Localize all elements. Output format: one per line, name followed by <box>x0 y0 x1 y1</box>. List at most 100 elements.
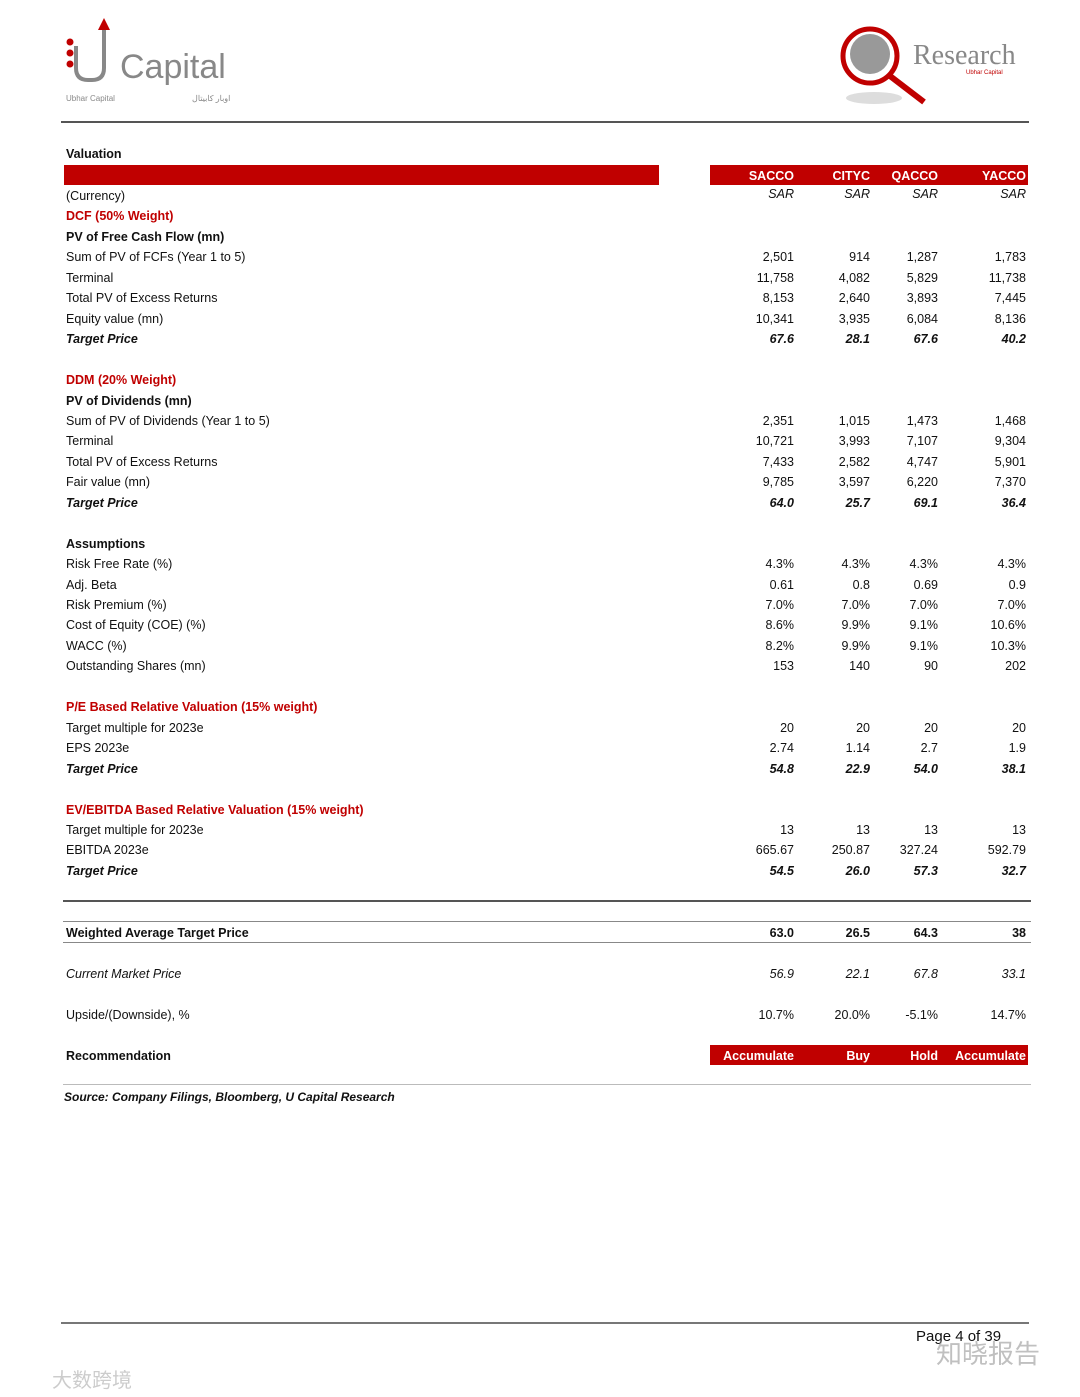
row-label: Recommendation <box>66 1049 171 1063</box>
cell-cityc: 1,015 <box>838 413 870 428</box>
cell: 10.7% <box>758 1008 794 1022</box>
cell: 63.0 <box>769 926 794 940</box>
table-row: Equity value (mn) 10,341 3,935 6,084 8,136 <box>0 309 1080 329</box>
cell-sacco: 8,153 <box>762 291 794 306</box>
cell-qacco: 3,893 <box>906 291 938 306</box>
cell-yacco: 20 <box>1012 720 1026 735</box>
table-row: EV/EBITDA Based Relative Valuation (15% … <box>0 800 1080 820</box>
row-label: Total PV of Excess Returns <box>66 454 218 469</box>
row-label: Total PV of Excess Returns <box>66 291 218 306</box>
cell-qacco: 6,084 <box>906 311 938 326</box>
cell-qacco: 9.1% <box>909 638 939 653</box>
recommendation-badge: Hold <box>910 1049 938 1063</box>
row-label: Assumptions <box>66 536 146 551</box>
table-row: PV of Free Cash Flow (mn) <box>0 227 1080 247</box>
cell-qacco: 0.69 <box>913 577 938 592</box>
cell-cityc: 4.3% <box>841 557 871 572</box>
row-label: P/E Based Relative Valuation (15% weight… <box>66 700 318 715</box>
col-header-cityc: CITYC <box>832 169 871 183</box>
cell-yacco: 1,468 <box>994 413 1026 428</box>
cell-cityc: 2,640 <box>838 291 870 306</box>
cell: 38 <box>1012 926 1026 940</box>
cell-sacco: 665.67 <box>755 843 794 858</box>
row-label: Fair value (mn) <box>66 475 151 490</box>
cell-cityc: 26.0 <box>845 863 870 878</box>
cell: 20.0% <box>834 1008 870 1022</box>
header-bar-right <box>710 165 1028 185</box>
table-row: Terminal 11,758 4,082 5,829 11,738 <box>0 268 1080 288</box>
cell-yacco: 10.6% <box>990 618 1026 633</box>
cell-qacco: 1,473 <box>906 413 938 428</box>
table-row: Assumptions <box>0 534 1080 554</box>
cell-cityc: 2,582 <box>838 454 870 469</box>
cell-yacco: 11,738 <box>988 270 1026 285</box>
table-row: WACC (%) 8.2% 9.9% 9.1% 10.3% <box>0 636 1080 656</box>
cell-cityc: 914 <box>849 250 870 265</box>
cell-cityc: 140 <box>849 659 870 674</box>
cell-cityc: 4,082 <box>838 270 870 285</box>
table-row: Target Price 54.8 22.9 54.0 38.1 <box>0 759 1080 779</box>
cell-sacco: 64.0 <box>769 495 794 510</box>
row-label: (Currency) <box>66 189 126 203</box>
spacer-row <box>0 350 1080 370</box>
cell-cityc: 22.9 <box>845 761 870 776</box>
cell-yacco: 1.9 <box>1008 741 1026 756</box>
recommendation-badge: Accumulate <box>723 1049 794 1063</box>
research-logo: Research Ubhar Capital <box>836 24 1016 108</box>
table-row: DDM (20% Weight) <box>0 370 1080 390</box>
cell-qacco: 13 <box>924 822 938 837</box>
row-label: DDM (20% Weight) <box>66 373 177 388</box>
table-row: Total PV of Excess Returns 7,433 2,582 4,74… <box>0 452 1080 472</box>
table-row: Risk Premium (%) 7.0% 7.0% 7.0% 7.0% <box>0 595 1080 615</box>
cell-yacco: 8,136 <box>994 311 1026 326</box>
cell-cityc: 1.14 <box>845 741 870 756</box>
cell: 64.3 <box>913 926 938 940</box>
cell-yacco: 32.7 <box>1001 863 1026 878</box>
summary-rule-2 <box>63 942 1031 943</box>
cell-yacco: 9,304 <box>994 434 1026 449</box>
cell-sacco: 8.2% <box>765 638 795 653</box>
cell-cityc: 7.0% <box>841 598 871 612</box>
cell: 56.9 <box>769 967 794 981</box>
col-header-qacco: QACCO <box>891 169 938 183</box>
cell-sacco: 7,433 <box>762 454 794 469</box>
footer-rule <box>61 1322 1029 1324</box>
cell-yacco: 10.3% <box>990 638 1026 653</box>
cell-yacco: 1,783 <box>994 250 1026 265</box>
row-label: EPS 2023e <box>66 741 130 756</box>
table-row: Target Price 67.6 28.1 67.6 40.2 <box>0 329 1080 349</box>
cell-cityc: 3,935 <box>838 311 870 326</box>
upside-row: Upside/(Downside), % 10.7% 20.0% -5.1% 1… <box>0 1005 1080 1025</box>
cell-yacco: 40.2 <box>1001 332 1026 347</box>
table-row: Adj. Beta 0.61 0.8 0.69 0.9 <box>0 575 1080 595</box>
table-row: Outstanding Shares (mn) 153 140 90 202 <box>0 656 1080 676</box>
cell-qacco: 7.0% <box>909 598 939 612</box>
row-label: Current Market Price <box>66 967 182 981</box>
source-rule <box>63 1084 1031 1085</box>
cell-sacco: 2,501 <box>762 250 794 265</box>
row-label: Risk Premium (%) <box>66 598 167 612</box>
row-label: Terminal <box>66 270 114 285</box>
cell-yacco: 7,370 <box>994 475 1026 490</box>
cell-yacco: SAR <box>1000 187 1026 201</box>
row-label: Target Price <box>66 863 138 878</box>
cell-qacco: 57.3 <box>913 863 938 878</box>
cell-yacco: 202 <box>1005 659 1026 674</box>
cell-sacco: 153 <box>773 659 794 674</box>
cell: 33.1 <box>1001 967 1026 981</box>
row-label: DCF (50% Weight) <box>66 209 174 224</box>
spacer-row <box>0 677 1080 697</box>
cell-yacco: 36.4 <box>1001 495 1026 510</box>
table-row: Fair value (mn) 9,785 3,597 6,220 7,370 <box>0 472 1080 492</box>
row-label: Target Price <box>66 761 138 776</box>
row-label: Sum of PV of Dividends (Year 1 to 5) <box>66 413 270 428</box>
table-row: Cost of Equity (COE) (%) 8.6% 9.9% 9.1% 10.6… <box>0 615 1080 635</box>
table-row: PV of Dividends (mn) <box>0 391 1080 411</box>
cell: 26.5 <box>845 926 870 940</box>
row-label: Sum of PV of FCFs (Year 1 to 5) <box>66 250 246 265</box>
row-label: Target multiple for 2023e <box>66 720 204 735</box>
cell-yacco: 13 <box>1012 822 1026 837</box>
col-header-sacco: SACCO <box>748 169 794 183</box>
row-label: Outstanding Shares (mn) <box>66 659 206 674</box>
row-label: Weighted Average Target Price <box>66 926 249 940</box>
